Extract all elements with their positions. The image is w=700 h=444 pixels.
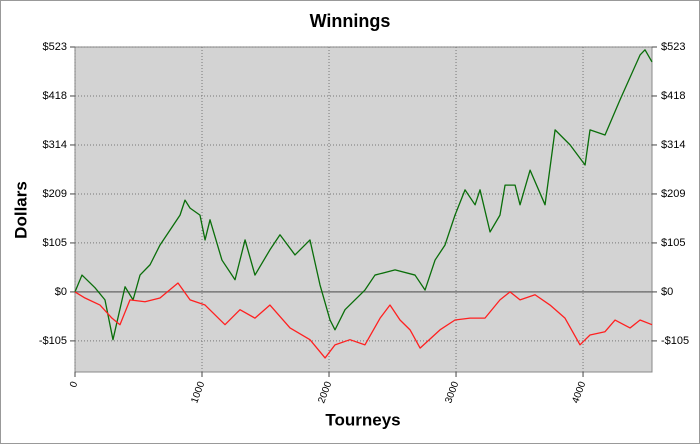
y2-tick-label: $0 <box>661 286 673 298</box>
y-tick-label: $0 <box>55 286 67 298</box>
y-tick-label: $105 <box>43 237 67 249</box>
y-tick-label: -$105 <box>39 335 67 347</box>
y-tick-label: $523 <box>43 41 67 53</box>
y2-tick-label: $209 <box>661 188 685 200</box>
y2-tick-label: $523 <box>661 41 685 53</box>
y2-tick-label: $314 <box>661 139 685 151</box>
x-tick-label: 0 <box>68 380 80 389</box>
y2-tick-label: $418 <box>661 90 685 102</box>
x-axis-title: Tourneys <box>325 410 400 429</box>
y2-tick-label: $105 <box>661 237 685 249</box>
y-tick-label: $314 <box>43 139 67 151</box>
chart-title: Winnings <box>310 11 391 31</box>
series-line <box>74 49 653 341</box>
series-line <box>74 282 653 359</box>
y2-tick-label: -$105 <box>661 335 689 347</box>
y-axis-title: Dollars <box>11 181 30 239</box>
y-tick-label: $418 <box>43 90 67 102</box>
plot-area <box>74 46 653 373</box>
y-tick-label: $209 <box>43 188 67 200</box>
